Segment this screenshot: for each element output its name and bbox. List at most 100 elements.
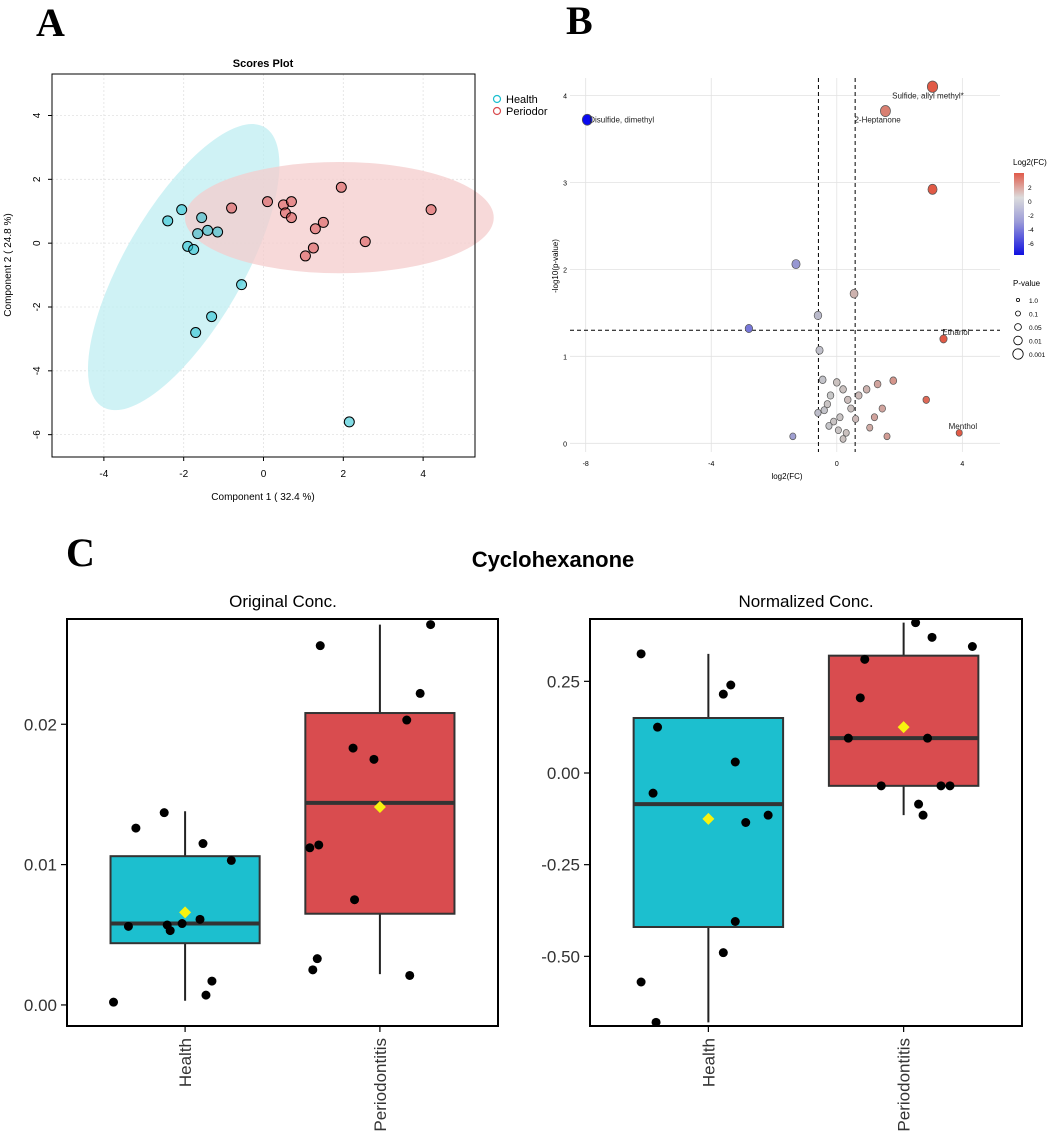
scores-point bbox=[335, 181, 347, 193]
scores-point bbox=[359, 236, 371, 248]
boxplot-data-point bbox=[123, 921, 133, 931]
volcano-x-tick-label: -8 bbox=[583, 461, 589, 468]
volcano-point bbox=[839, 435, 847, 443]
volcano-point bbox=[826, 391, 835, 400]
boxplot-data-point bbox=[718, 689, 728, 699]
boxplot-box bbox=[304, 712, 456, 915]
volcano-size-legend-marker bbox=[1015, 310, 1021, 317]
boxplot-data-point bbox=[855, 693, 865, 703]
scores-point bbox=[343, 416, 355, 428]
volcano-point bbox=[852, 415, 860, 423]
volcano-y-tick-label: 1 bbox=[563, 354, 567, 361]
boxplot-data-point bbox=[636, 977, 646, 987]
boxplot-box bbox=[827, 654, 980, 787]
boxplot-data-point bbox=[159, 808, 169, 818]
boxplot-data-point bbox=[201, 990, 211, 1000]
boxplot-data-point bbox=[730, 917, 740, 926]
boxplot-data-point bbox=[967, 642, 977, 651]
volcano-point bbox=[847, 404, 855, 413]
scores-plot-legend: Health Periodor bbox=[492, 94, 548, 118]
boxplot-data-point bbox=[402, 715, 412, 725]
scores-plot-title: Scores Plot bbox=[233, 58, 294, 70]
volcano-y-tick-label: 3 bbox=[563, 180, 567, 187]
volcano-point bbox=[849, 288, 859, 299]
scores-point bbox=[309, 223, 321, 235]
volcano-point-label: Disulfide, dimethyl bbox=[589, 116, 654, 125]
volcano-color-legend-tick: -2 bbox=[1028, 213, 1034, 220]
scores-plot-y-axis-label: Component 2 ( 24.8 %) bbox=[3, 213, 14, 316]
volcano-point-label: 2-Heptanone bbox=[854, 116, 901, 125]
volcano-size-legend-marker bbox=[1012, 348, 1024, 360]
boxplot-y-tick-label: 0.02 bbox=[24, 715, 57, 734]
volcano-size-legend-marker bbox=[1014, 323, 1022, 331]
volcano-point bbox=[878, 404, 886, 413]
panel-label-b: B bbox=[566, 0, 593, 43]
scores-point bbox=[425, 204, 437, 216]
boxplot-data-point bbox=[177, 919, 187, 929]
volcano-point bbox=[789, 432, 797, 441]
boxplot-data-point bbox=[927, 632, 937, 642]
boxplot-y-tick-label: 0.00 bbox=[24, 996, 57, 1015]
scores-y-tick-label: 0 bbox=[32, 240, 43, 246]
volcano-size-legend-label: 0.1 bbox=[1029, 312, 1038, 319]
cyclohexanone-boxplots: Cyclohexanone Original Conc. Normalized … bbox=[24, 547, 1023, 1132]
normalized-conc-subtitle: Normalized Conc. bbox=[738, 592, 873, 611]
volcano-point bbox=[862, 385, 871, 394]
scores-plot: Scores Plot Component 1 ( 32.4 %) Compon… bbox=[3, 58, 548, 503]
boxplot-data-point bbox=[730, 757, 740, 767]
volcano-size-legend-label: 0.05 bbox=[1029, 325, 1042, 332]
scores-y-tick-label: 2 bbox=[32, 176, 43, 182]
volcano-point bbox=[873, 380, 882, 389]
volcano-point bbox=[889, 376, 898, 385]
boxplot-data-point bbox=[109, 997, 119, 1007]
volcano-point bbox=[836, 413, 844, 422]
volcano-y-axis-label: -log10(p-value) bbox=[551, 239, 560, 293]
scores-point bbox=[162, 215, 174, 227]
boxplot-x-tick-label: Health bbox=[699, 1038, 718, 1087]
scores-point bbox=[188, 244, 200, 256]
boxplot-data-point bbox=[195, 914, 205, 924]
volcano-point bbox=[814, 408, 822, 417]
boxplot-data-point bbox=[369, 754, 379, 764]
volcano-color-legend-title: Log2(FC) bbox=[1013, 158, 1047, 167]
boxplot-data-point bbox=[923, 733, 933, 743]
scores-point bbox=[236, 279, 248, 291]
volcano-y-tick-label: 4 bbox=[563, 93, 567, 100]
scores-point bbox=[196, 212, 208, 224]
boxplot-data-point bbox=[945, 781, 955, 791]
scores-point bbox=[192, 228, 204, 240]
boxplot-data-point bbox=[226, 855, 236, 865]
boxplot-data-point bbox=[207, 976, 217, 986]
boxplot-x-tick-label: Periodontitis bbox=[371, 1038, 390, 1132]
scores-x-tick-label: -2 bbox=[179, 469, 188, 480]
boxplot-mean-marker bbox=[373, 801, 386, 814]
volcano-point bbox=[820, 406, 828, 415]
volcano-point bbox=[883, 432, 891, 441]
volcano-y-tick-label: 2 bbox=[563, 267, 567, 274]
volcano-point bbox=[922, 395, 930, 404]
boxplot-data-point bbox=[936, 781, 946, 791]
boxplot-y-tick-label: 0.01 bbox=[24, 856, 57, 875]
volcano-point bbox=[866, 423, 874, 432]
volcano-plot: log2(FC) -log10(p-value) Log2(FC) P-valu… bbox=[551, 78, 1047, 481]
scores-point bbox=[285, 196, 297, 208]
volcano-color-legend-tick: 2 bbox=[1028, 185, 1032, 192]
boxplot-data-point bbox=[350, 895, 360, 905]
volcano-size-legend-label: 0.001 bbox=[1029, 352, 1046, 359]
volcano-point bbox=[844, 395, 852, 404]
boxplot-data-point bbox=[305, 843, 315, 853]
boxplot-data-point bbox=[315, 641, 325, 651]
panel-label-a: A bbox=[36, 0, 65, 45]
legend-marker-health bbox=[492, 94, 502, 104]
scores-point bbox=[317, 216, 329, 228]
boxplot-data-point bbox=[198, 839, 208, 849]
scores-confidence-ellipse bbox=[184, 161, 494, 274]
boxplot-data-point bbox=[718, 948, 728, 958]
volcano-point bbox=[834, 426, 842, 435]
boxplot-data-point bbox=[415, 688, 425, 698]
volcano-y-tick-label: 0 bbox=[563, 441, 567, 448]
volcano-x-axis-label: log2(FC) bbox=[771, 472, 802, 481]
volcano-point bbox=[833, 378, 841, 387]
scores-x-tick-label: 0 bbox=[261, 469, 267, 480]
